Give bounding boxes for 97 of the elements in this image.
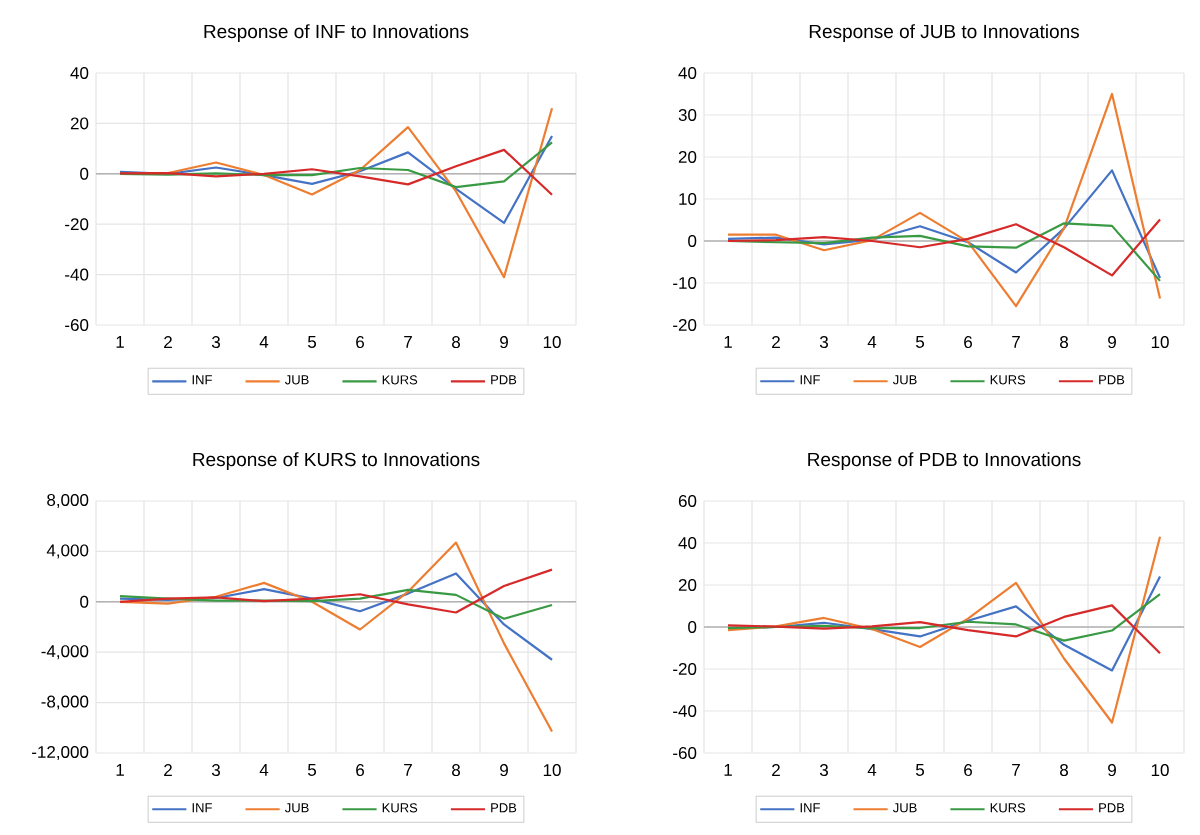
x-tick-label: 4 [867, 764, 877, 776]
x-tick-label: 7 [404, 336, 412, 348]
line-series [726, 535, 1162, 724]
line-series [726, 592, 1162, 642]
legend-label: PDB [491, 803, 517, 813]
x-tick-label: 10 [543, 336, 561, 349]
x-tick-label: 1 [724, 336, 732, 348]
x-tick-label: 8 [1060, 336, 1069, 349]
line-series [118, 141, 554, 189]
chart-title: Response of KURS to Innovations [193, 452, 480, 470]
legend-label: PDB [1099, 375, 1125, 385]
line-series [118, 568, 554, 614]
y-tick-label: -60 [65, 319, 89, 332]
x-tick-label: 9 [500, 764, 508, 777]
x-tick-label: 8 [452, 336, 461, 349]
chart-title: Response of INF to Innovations [204, 24, 469, 42]
line-series [118, 588, 554, 620]
legend-label: JUB [892, 803, 917, 813]
y-tick-label: 60 [678, 494, 697, 507]
x-tick-label: 1 [116, 336, 124, 348]
x-tick-label: 1 [116, 764, 124, 776]
legend-label: JUB [284, 375, 309, 385]
x-tick-label: 5 [307, 336, 317, 348]
line-series [118, 572, 554, 661]
y-tick-label: 0 [688, 234, 697, 247]
y-tick-label: 20 [678, 578, 697, 591]
line-series [726, 92, 1162, 308]
x-tick-label: 3 [211, 336, 220, 349]
x-tick-label: 2 [772, 764, 780, 776]
y-tick-label: 40 [678, 66, 697, 79]
y-tick-label: 0 [80, 167, 89, 180]
legend-label: PDB [1099, 803, 1125, 813]
x-tick-label: 2 [164, 336, 172, 348]
x-tick-label: 4 [867, 336, 877, 348]
y-tick-label: 40 [70, 66, 89, 79]
legend-label: KURS [382, 803, 418, 813]
x-tick-label: 8 [1060, 764, 1069, 777]
y-tick-label: -40 [673, 704, 697, 717]
y-tick-label: 0 [688, 620, 697, 633]
x-tick-label: 2 [772, 336, 780, 348]
y-tick-label: -20 [673, 318, 697, 331]
legend-label: INF [800, 803, 820, 813]
x-tick-label: 9 [1108, 764, 1116, 777]
y-tick-label: -60 [673, 746, 697, 759]
legend-label: JUB [892, 375, 917, 385]
x-tick-label: 8 [452, 764, 461, 777]
y-tick-label: 20 [70, 117, 89, 130]
legend-label: INF [800, 375, 820, 385]
x-tick-label: 6 [964, 764, 972, 777]
y-tick-label: -10 [673, 276, 697, 289]
legend-label: INF [192, 375, 212, 385]
x-tick-label: 10 [1151, 336, 1169, 349]
chart-title: Response of JUB to Innovations [809, 24, 1079, 42]
x-tick-label: 4 [259, 764, 269, 776]
y-tick-label: -40 [65, 268, 89, 281]
legend-label: PDB [491, 375, 517, 385]
x-tick-label: 5 [915, 336, 925, 348]
y-tick-label: -4,000 [41, 645, 89, 660]
y-tick-label: 8,000 [47, 493, 89, 508]
y-tick-label: 0 [80, 595, 89, 608]
x-tick-label: 10 [543, 764, 561, 777]
y-tick-label: -12,000 [32, 745, 89, 760]
x-tick-label: 1 [724, 764, 732, 776]
line-series [726, 604, 1162, 655]
x-tick-label: 5 [915, 764, 925, 776]
x-tick-label: 5 [307, 764, 317, 776]
x-tick-label: 2 [164, 764, 172, 776]
y-tick-label: 10 [679, 192, 697, 205]
x-tick-label: 6 [964, 336, 972, 349]
line-series [118, 134, 554, 225]
legend-label: KURS [990, 803, 1026, 813]
x-tick-label: 9 [1108, 336, 1116, 349]
x-tick-label: 10 [1151, 764, 1169, 777]
x-tick-label: 3 [211, 764, 220, 777]
x-tick-label: 3 [819, 764, 828, 777]
legend-label: JUB [284, 803, 309, 813]
line-series [726, 169, 1162, 280]
y-tick-label: -8,000 [41, 695, 89, 710]
legend-label: KURS [382, 375, 418, 385]
x-tick-label: 7 [1012, 764, 1020, 776]
legend-label: INF [192, 803, 212, 813]
y-tick-label: 20 [678, 150, 697, 163]
line-series [118, 148, 554, 196]
x-tick-label: 6 [356, 336, 365, 349]
x-tick-label: 6 [356, 764, 365, 777]
chart-title: Response of PDB to Innovations [808, 452, 1081, 470]
y-tick-label: 4,000 [46, 544, 89, 559]
x-tick-label: 4 [259, 336, 269, 348]
y-tick-label: 40 [678, 536, 697, 549]
x-tick-label: 7 [404, 764, 412, 776]
y-tick-label: -20 [673, 662, 697, 675]
y-tick-label: 30 [678, 108, 697, 121]
x-tick-label: 7 [1012, 336, 1020, 348]
x-tick-label: 3 [819, 336, 828, 349]
x-tick-label: 9 [500, 336, 508, 349]
y-tick-label: -20 [65, 218, 89, 231]
legend-label: KURS [990, 375, 1026, 385]
